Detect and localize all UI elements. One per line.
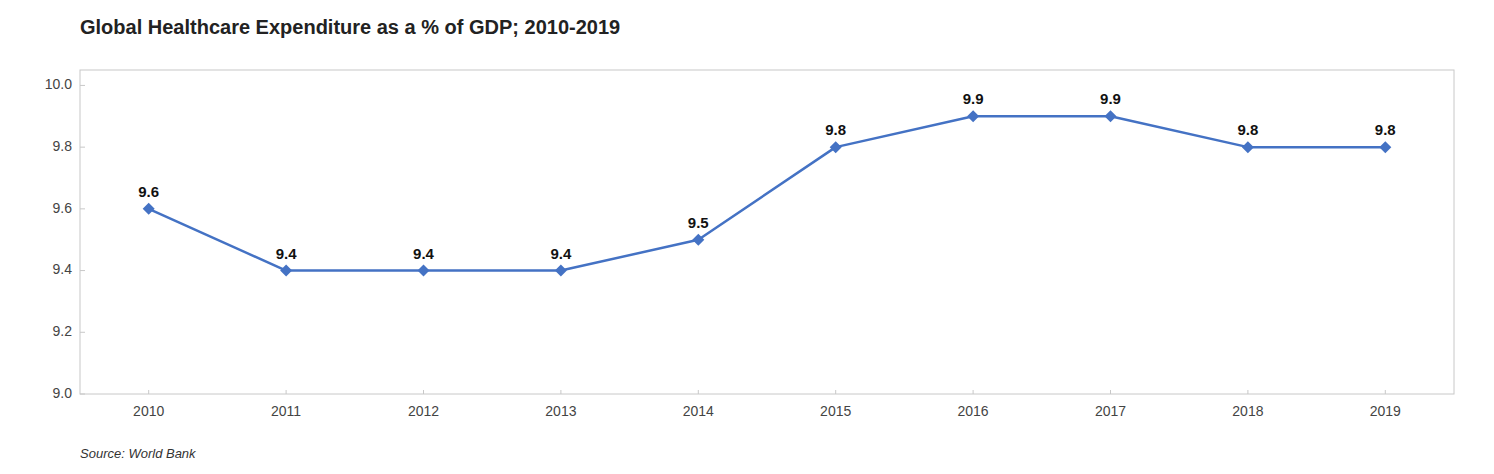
data-label: 9.4 bbox=[550, 245, 572, 262]
y-tick bbox=[80, 85, 85, 86]
x-tick-label: 2013 bbox=[545, 403, 576, 419]
data-label: 9.4 bbox=[276, 245, 298, 262]
data-label: 9.9 bbox=[1100, 90, 1121, 107]
source: Source: World Bank bbox=[80, 446, 197, 461]
y-tick bbox=[80, 208, 85, 209]
x-tick-label: 2017 bbox=[1095, 403, 1126, 419]
y-tick-label: 9.0 bbox=[53, 385, 73, 401]
y-tick-label: 9.8 bbox=[53, 138, 73, 154]
x-tick bbox=[698, 390, 699, 394]
x-tick bbox=[423, 390, 424, 394]
y-tick-label: 9.2 bbox=[53, 323, 73, 339]
x-tick-label: 2010 bbox=[133, 403, 164, 419]
y-tick bbox=[80, 332, 85, 333]
y-tick bbox=[80, 270, 85, 271]
x-tick bbox=[1247, 390, 1248, 394]
y-tick bbox=[80, 394, 85, 395]
y-tick-label: 10.0 bbox=[45, 76, 72, 92]
x-tick bbox=[973, 390, 974, 394]
y-tick-label: 9.4 bbox=[53, 261, 73, 277]
marker bbox=[967, 110, 979, 122]
chart-svg: Global Healthcare Expenditure as a % of … bbox=[0, 0, 1494, 474]
marks bbox=[143, 110, 1392, 276]
marker bbox=[555, 265, 567, 277]
y-tick-label: 9.6 bbox=[53, 200, 73, 216]
marker bbox=[1242, 141, 1254, 153]
data-label: 9.8 bbox=[1237, 121, 1258, 138]
x-tick-label: 2019 bbox=[1370, 403, 1401, 419]
marker bbox=[418, 265, 430, 277]
line bbox=[149, 116, 1386, 270]
data-label: 9.8 bbox=[825, 121, 846, 138]
marker bbox=[143, 203, 155, 215]
marker bbox=[830, 141, 842, 153]
data-label: 9.8 bbox=[1375, 121, 1396, 138]
data-label: 9.9 bbox=[963, 90, 984, 107]
x-tick bbox=[835, 390, 836, 394]
marker bbox=[1105, 110, 1117, 122]
x-tick bbox=[560, 390, 561, 394]
x-tick-label: 2014 bbox=[683, 403, 714, 419]
x-tick-label: 2016 bbox=[958, 403, 989, 419]
x-tick-label: 2015 bbox=[820, 403, 851, 419]
x-tick-label: 2011 bbox=[271, 403, 301, 419]
chart-container: Global Healthcare Expenditure as a % of … bbox=[0, 0, 1494, 474]
marker bbox=[280, 265, 292, 277]
x-tick bbox=[148, 390, 149, 394]
data-label: 9.4 bbox=[413, 245, 435, 262]
x-tick bbox=[1385, 390, 1386, 394]
x-tick bbox=[286, 390, 287, 394]
marker bbox=[1379, 141, 1391, 153]
data-label: 9.6 bbox=[138, 183, 159, 200]
marker bbox=[692, 234, 704, 246]
title: Global Healthcare Expenditure as a % of … bbox=[80, 16, 620, 38]
x-tick-label: 2018 bbox=[1232, 403, 1263, 419]
x-tick-label: 2012 bbox=[408, 403, 439, 419]
x-tick bbox=[1110, 390, 1111, 394]
plot-frame bbox=[80, 70, 1454, 394]
data-label: 9.5 bbox=[688, 214, 709, 231]
y-tick bbox=[80, 147, 85, 148]
